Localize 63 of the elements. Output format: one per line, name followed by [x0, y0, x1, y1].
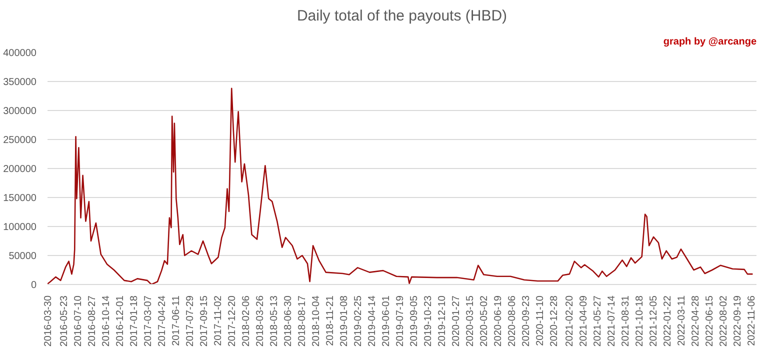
y-tick-label: 0: [30, 280, 37, 291]
x-tick-label: 2016-05-23: [58, 295, 70, 347]
x-tick-label: 2017-09-15: [198, 295, 210, 347]
x-tick-label: 2018-02-06: [240, 295, 252, 347]
y-tick-label: 100000: [3, 222, 37, 233]
y-tick-label: 200000: [3, 164, 37, 175]
x-tick-label: 2019-07-19: [394, 295, 406, 347]
x-tick-label: 2019-10-23: [422, 295, 434, 347]
x-tick-label: 2018-05-13: [268, 295, 280, 347]
y-tick-label: 400000: [3, 48, 37, 59]
x-tick-label: 2017-01-18: [128, 295, 140, 347]
x-tick-label: 2021-10-18: [634, 295, 646, 347]
x-tick-label: 2022-11-06: [746, 295, 758, 346]
x-tick-label: 2017-11-02: [212, 295, 224, 346]
x-tick-label: 2020-03-15: [464, 295, 476, 347]
x-tick-label: 2016-10-14: [100, 295, 112, 347]
y-tick-label: 50000: [8, 251, 37, 262]
x-tick-label: 2019-09-05: [408, 295, 420, 347]
x-tick-label: 2017-07-29: [184, 295, 196, 347]
x-tick-label: 2020-11-10: [534, 295, 546, 346]
x-tick-label: 2018-08-17: [296, 295, 308, 347]
x-tick-label: 2021-08-31: [620, 295, 632, 347]
x-tick-label: 2022-09-19: [732, 295, 744, 347]
x-tick-label: 2016-07-10: [72, 295, 84, 347]
x-tick-label: 2016-03-30: [43, 295, 54, 347]
x-tick-label: 2020-05-02: [478, 295, 490, 347]
x-tick-label: 2021-05-27: [592, 295, 604, 347]
x-tick-label: 2022-01-22: [662, 295, 674, 347]
x-tick-label: 2021-12-05: [648, 295, 660, 347]
x-tick-label: 2020-09-23: [520, 295, 532, 347]
x-tick-label: 2019-06-01: [380, 295, 392, 347]
x-tick-label: 2022-03-11: [676, 295, 688, 346]
x-tick-label: 2018-11-21: [324, 295, 336, 346]
text: graph by @arcange: [663, 36, 757, 48]
x-tick-label: 2022-08-02: [718, 295, 730, 347]
y-tick-label: 150000: [3, 193, 37, 204]
x-tick-label: 2020-12-28: [548, 295, 560, 347]
x-tick-label: 2021-02-20: [564, 295, 576, 347]
line-series: [48, 88, 754, 284]
y-tick-label: 350000: [3, 77, 37, 88]
y-tick-label: 250000: [3, 135, 37, 146]
x-tick-label: 2017-03-07: [142, 295, 154, 347]
x-tick-label: 2020-01-27: [450, 295, 462, 347]
y-tick-label: 300000: [3, 106, 37, 117]
x-tick-label: 2022-04-28: [690, 295, 702, 347]
x-tick-label: 2018-03-26: [254, 295, 266, 347]
x-tick-label: 2017-12-20: [226, 295, 238, 347]
x-tick-label: 2020-06-19: [492, 295, 504, 347]
x-tick-label: 2019-02-25: [352, 295, 364, 347]
x-tick-label: 2019-01-08: [338, 295, 350, 347]
x-tick-label: 2017-06-11: [170, 295, 182, 346]
x-tick-label: 2016-08-27: [86, 295, 98, 347]
x-tick-label: 2021-07-14: [606, 295, 618, 347]
x-tick-label: 2019-12-10: [436, 295, 448, 347]
x-tick-label: 2017-04-24: [156, 295, 168, 347]
x-tick-label: 2022-06-15: [704, 295, 716, 347]
x-tick-label: 2016-12-01: [114, 295, 126, 347]
x-tick-label: 2021-04-09: [578, 295, 590, 347]
chart-title: Daily total of the payouts (HBD): [296, 8, 508, 24]
x-tick-label: 2019-04-14: [366, 295, 378, 347]
x-tick-label: 2018-06-30: [282, 295, 294, 347]
x-tick-label: 2020-08-06: [506, 295, 518, 347]
x-tick-label: 2018-10-04: [310, 295, 322, 347]
